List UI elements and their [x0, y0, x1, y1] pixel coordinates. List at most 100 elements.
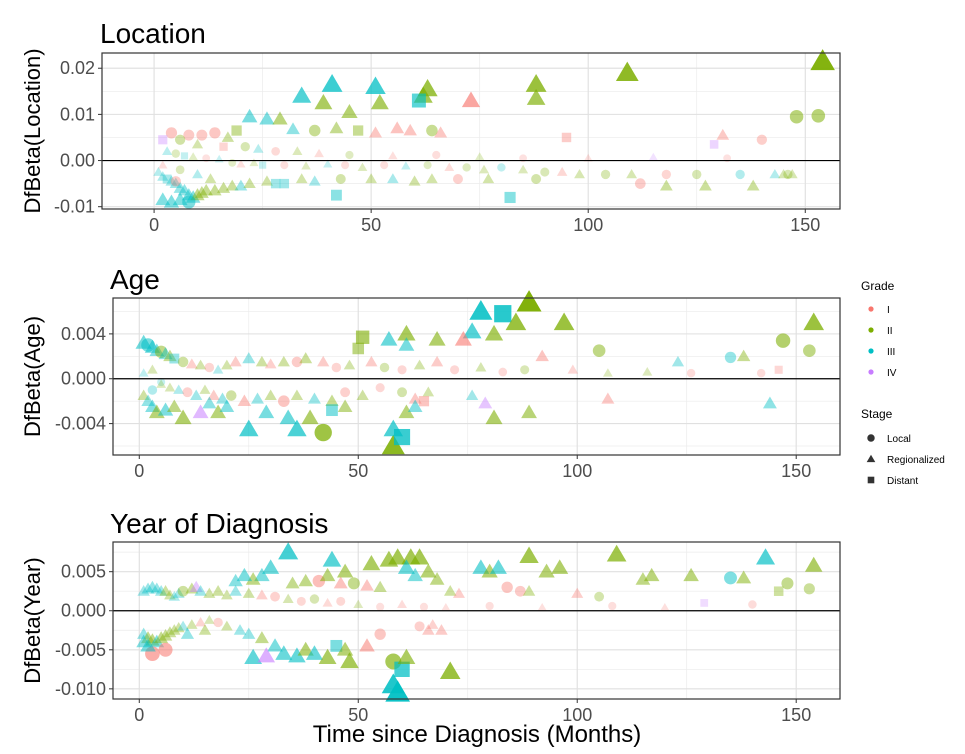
y-axis-label-age: DfBeta(Age)	[20, 316, 45, 437]
data-point	[494, 305, 512, 323]
data-point	[615, 61, 639, 82]
data-point	[335, 174, 346, 184]
data-point	[280, 161, 289, 170]
data-point	[318, 648, 337, 665]
data-point	[237, 394, 252, 407]
data-point	[141, 582, 155, 594]
data-point	[333, 576, 348, 589]
data-point	[221, 131, 235, 142]
data-point	[165, 127, 178, 139]
data-point	[634, 178, 646, 189]
data-point	[322, 597, 333, 607]
x-tick-label: 100	[562, 705, 592, 725]
data-point	[194, 359, 207, 370]
legend-key-grade	[868, 369, 874, 375]
data-point	[762, 396, 777, 409]
data-point	[661, 169, 672, 180]
data-point	[177, 356, 189, 368]
data-point	[362, 555, 381, 571]
data-point	[270, 178, 281, 189]
data-point	[225, 179, 239, 191]
data-point	[462, 163, 471, 172]
data-point	[699, 179, 712, 191]
data-point	[659, 179, 673, 191]
panel-title: Location	[100, 18, 206, 49]
data-point	[169, 353, 180, 364]
legend-label-grade: II	[887, 326, 893, 337]
data-point	[159, 585, 172, 596]
data-point	[724, 351, 737, 364]
data-point	[183, 129, 195, 141]
data-point	[171, 149, 180, 158]
data-point	[375, 383, 385, 393]
x-tick-label: 150	[781, 461, 811, 481]
data-point	[203, 587, 216, 598]
legend-key-stage	[866, 454, 876, 463]
data-point	[520, 365, 530, 375]
data-point	[388, 548, 408, 565]
data-point	[423, 161, 432, 170]
data-point	[158, 642, 173, 657]
data-point	[352, 125, 364, 136]
data-point	[567, 364, 579, 374]
data-point	[149, 343, 165, 356]
data-point	[221, 620, 233, 631]
data-point	[336, 641, 354, 656]
data-point	[182, 387, 193, 398]
data-point	[401, 161, 411, 170]
data-point	[141, 631, 156, 644]
legend-title-grade: Grade	[861, 279, 895, 293]
data-point	[466, 389, 479, 400]
data-point	[420, 563, 437, 578]
data-point	[157, 378, 166, 387]
data-point	[195, 617, 207, 627]
data-point	[482, 173, 495, 184]
data-point	[441, 603, 451, 611]
data-point	[154, 585, 168, 596]
data-point	[229, 355, 242, 367]
data-point	[365, 355, 378, 367]
data-point	[242, 352, 256, 364]
data-point	[319, 567, 336, 582]
data-point	[231, 125, 242, 136]
data-point	[380, 161, 389, 170]
data-point	[709, 140, 719, 149]
data-point	[275, 645, 293, 660]
data-point	[803, 583, 815, 595]
data-point	[145, 580, 160, 593]
y-tick-label: 0.000	[61, 369, 106, 389]
data-point	[475, 362, 487, 372]
data-point	[418, 396, 430, 407]
data-point	[383, 419, 404, 437]
data-point	[221, 589, 233, 600]
data-point	[326, 404, 338, 417]
data-point	[254, 567, 270, 582]
data-point	[403, 123, 417, 136]
data-point	[251, 392, 265, 404]
data-point	[341, 161, 350, 170]
x-axis-label: Time since Diagnosis (Months)	[313, 721, 642, 748]
data-point	[355, 330, 370, 344]
data-point	[337, 399, 353, 413]
data-point	[137, 585, 150, 596]
data-point	[407, 399, 423, 413]
data-point	[497, 163, 506, 172]
data-point	[671, 355, 685, 367]
data-point	[811, 108, 826, 123]
data-point	[229, 585, 242, 596]
data-point	[297, 641, 314, 656]
data-point	[168, 591, 181, 601]
data-point	[608, 601, 617, 611]
legend-key-grade	[868, 348, 874, 354]
data-point	[736, 349, 751, 362]
data-point	[435, 624, 448, 635]
data-point	[365, 76, 386, 95]
y-tick-label: 0.000	[61, 601, 106, 621]
data-point	[198, 624, 212, 635]
points	[153, 49, 835, 209]
data-point	[147, 364, 158, 374]
data-point	[192, 404, 209, 419]
data-point	[295, 173, 308, 184]
data-point	[525, 74, 547, 92]
data-point	[314, 148, 324, 158]
